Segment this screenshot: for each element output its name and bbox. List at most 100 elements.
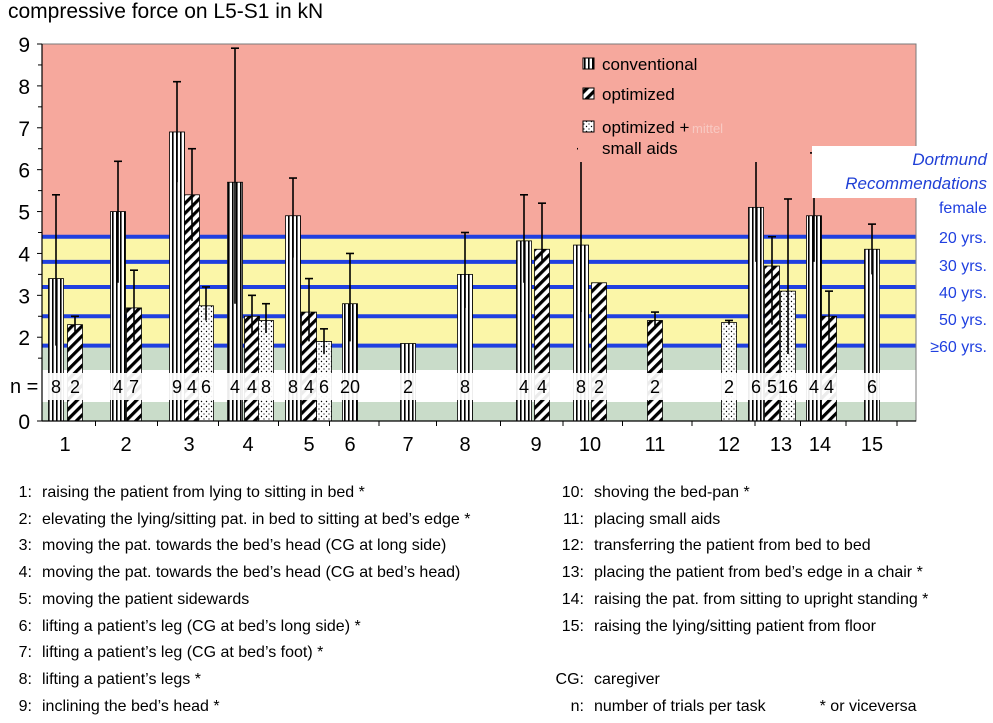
recommendation-labels: female 20 yrs. 30 yrs. 40 yrs. 50 yrs. ≥60 yr… <box>930 200 987 356</box>
recommendation-label-5: ≥60 yrs. <box>930 339 987 356</box>
n-value-3-5: 4 <box>187 377 197 397</box>
task-right-number: 15: <box>561 617 584 635</box>
task-left-number: 4: <box>18 564 32 582</box>
task-right-row: 10: shoving the bed-pan * <box>540 480 928 507</box>
n-value-3-6: 6 <box>201 377 211 397</box>
task-left-number: 7: <box>18 644 32 662</box>
n-value-5-12: 6 <box>319 377 329 397</box>
task-left-text: elevating the lying/sitting pat. in bed … <box>42 510 471 528</box>
task-list-right: 10: shoving the bed-pan * 11: placing small… <box>540 480 929 641</box>
recommendation-label-2: 30 yrs. <box>939 258 987 275</box>
x-tick-label-13: 13 <box>770 434 792 456</box>
n-value-8-15: 8 <box>460 377 470 397</box>
y-tick-label-7: 8 <box>18 76 30 99</box>
legend-label-conventional: conventional <box>602 55 697 74</box>
legend-swatch-conventional <box>582 57 595 70</box>
legend-watermark: mittel <box>692 121 723 136</box>
task-left-number: 5: <box>18 590 32 608</box>
footnote-cg-text: caregiver <box>594 671 660 688</box>
x-tick-label-3: 3 <box>183 434 194 456</box>
task-left-text: lifting a patient’s leg (CG at bed’s foo… <box>42 644 324 662</box>
footnote-cg: CG: caregiver <box>540 667 917 694</box>
x-tick-label-15: 15 <box>861 434 883 456</box>
task-left-row: 5: moving the patient sidewards <box>8 587 470 614</box>
task-left-text: moving the pat. towards the bed’s head (… <box>42 564 461 582</box>
n-value-3-4: 9 <box>172 377 182 397</box>
footnotes: CG: caregiver n: number of trials per ta… <box>540 667 917 720</box>
n-value-1-0: 8 <box>51 377 61 397</box>
n-value-13-24: 16 <box>778 377 798 397</box>
dortmund-title-line1: Dortmund <box>912 150 987 169</box>
n-row-overlay <box>42 373 916 400</box>
n-value-5-10: 8 <box>288 377 298 397</box>
n-value-4-7: 4 <box>230 377 240 397</box>
n-value-7-14: 2 <box>403 377 413 397</box>
y-tick-label-6: 7 <box>18 118 30 141</box>
n-value-14-26: 4 <box>824 377 834 397</box>
task-left-text: moving the pat. towards the bed’s head (… <box>42 537 447 555</box>
n-value-6-13: 20 <box>340 377 360 397</box>
legend-label-small-aids-2: small aids <box>602 139 678 158</box>
n-value-12-21: 2 <box>724 377 734 397</box>
task-right-row: 11: placing small aids <box>540 507 928 534</box>
n-value-13-23: 5 <box>767 377 777 397</box>
task-left-number: 1: <box>18 484 32 501</box>
bar-task-3-optimized-small-aids <box>198 305 214 422</box>
y-tick-label-0: 0 <box>18 411 30 434</box>
task-right-text: shoving the bed-pan * <box>594 484 750 501</box>
footnote-n-text: number of trials per task <box>594 697 766 715</box>
bar-task-10-optimized <box>591 282 607 422</box>
task-left-text: moving the patient sidewards <box>42 590 250 608</box>
task-left-text: raising the patient from lying to sittin… <box>42 484 365 501</box>
n-value-9-16: 4 <box>519 377 529 397</box>
n-value-10-19: 2 <box>594 377 604 397</box>
recommendation-label-4: 50 yrs. <box>939 312 987 329</box>
task-left-number: 2: <box>18 510 32 528</box>
recommendation-label-3: 40 yrs. <box>939 285 987 302</box>
task-left-number: 8: <box>18 670 32 688</box>
n-value-2-2: 4 <box>113 377 123 397</box>
n-value-13-22: 6 <box>751 377 761 397</box>
recommendation-label-1: 20 yrs. <box>939 230 987 247</box>
n-value-15-27: 6 <box>867 377 877 397</box>
task-left-row: 4: moving the pat. towards the bed’s head… <box>8 560 470 587</box>
task-left-row: 9: inclining the bed’s head * <box>8 694 470 721</box>
task-list-left: 1: raising the patient from lying to sitt… <box>8 480 471 721</box>
x-tick-label-8: 8 <box>459 434 470 456</box>
n-value-4-8: 4 <box>247 377 257 397</box>
footnote-cg-key: CG: <box>555 671 584 688</box>
task-right-number: 12: <box>561 537 584 555</box>
x-tick-label-11: 11 <box>645 434 666 456</box>
legend-swatch-optimized <box>582 87 595 100</box>
dortmund-title-line2: Recommendations <box>845 174 987 193</box>
task-left-text: inclining the bed’s head * <box>42 697 220 715</box>
recommendation-label-0: female <box>939 200 987 217</box>
task-right-number: 14: <box>561 590 584 608</box>
bars: 8 2 4 7 9 4 6 4 4 8 8 4 6 20 2 8 4 4 8 2 2 2 6 5 16 4 4 6 <box>42 47 916 422</box>
n-value-4-9: 8 <box>261 377 271 397</box>
bar-task-11-optimized <box>647 320 663 422</box>
dortmund-recommendations-title: Dortmund Recommendations <box>812 146 987 198</box>
task-left-number: 9: <box>18 697 32 715</box>
task-right-text: transferring the patient from bed to bed <box>594 537 871 555</box>
task-left-number: 6: <box>18 617 32 635</box>
x-tick-label-7: 7 <box>402 434 413 456</box>
task-right-text: placing the patient from bed’s edge in a… <box>594 564 923 582</box>
task-left-row: 6: lifting a patient’s leg (CG at bed’s l… <box>8 614 470 641</box>
legend-swatch-small-aids <box>582 120 595 133</box>
x-tick-label-5: 5 <box>303 434 314 456</box>
y-tick-label-4: 5 <box>18 202 30 225</box>
footnote-n-key: n: <box>570 697 584 715</box>
task-right-number: 11: <box>562 510 584 528</box>
task-right-row: 15: raising the lying/sitting patient fro… <box>540 614 928 641</box>
legend-label-optimized: optimized <box>602 85 675 104</box>
n-value-5-11: 4 <box>304 377 314 397</box>
x-tick-label-14: 14 <box>809 434 831 456</box>
n-value-2-3: 7 <box>129 377 139 397</box>
y-tick-label-1: 2 <box>18 327 30 350</box>
y-tick-label-2: 3 <box>18 285 30 308</box>
task-left-row: 1: raising the patient from lying to sitt… <box>8 480 470 507</box>
legend-label-small-aids-1: optimized + <box>602 118 689 137</box>
footnote-n: n: number of trials per task * or viceve… <box>540 694 917 721</box>
